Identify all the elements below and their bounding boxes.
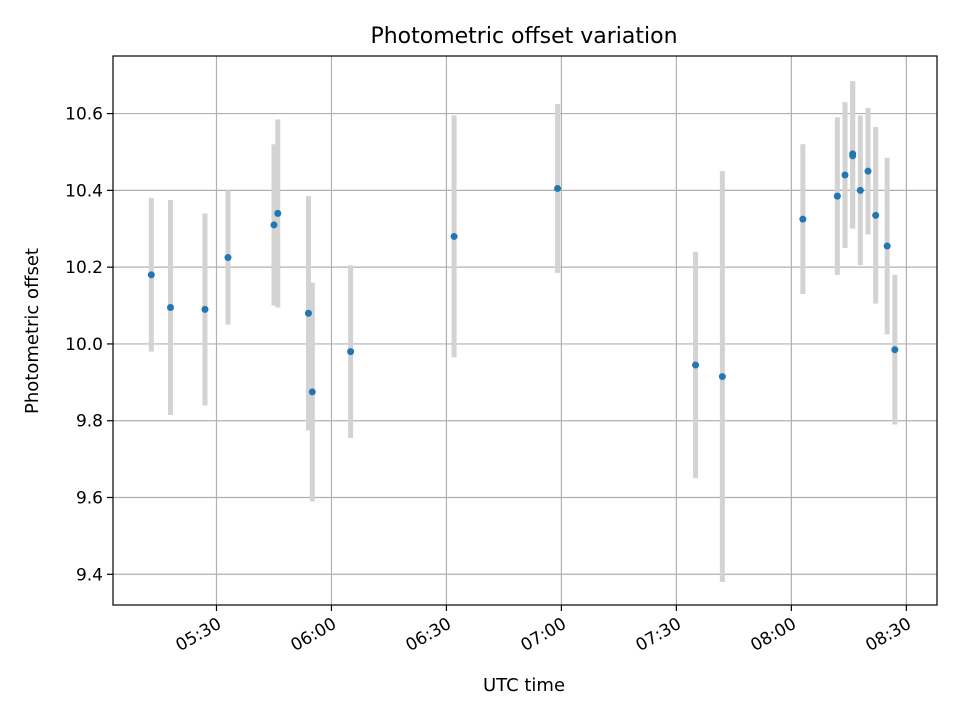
data-point (799, 215, 807, 223)
y-tick-label: 10.2 (65, 258, 103, 278)
x-axis-ticks: 05:30 06:00 06:30 07:00 07:30 08:00 08:30 (173, 605, 915, 656)
x-tick-label: 06:30 (402, 614, 454, 656)
data-point (864, 167, 872, 175)
x-tick-label: 07:00 (517, 614, 569, 656)
y-tick-label: 10.6 (65, 105, 103, 125)
data-point (147, 271, 155, 279)
data-point (554, 184, 562, 192)
x-axis-label: UTC time (483, 675, 565, 696)
data-point (872, 211, 880, 219)
x-tick-label: 08:30 (862, 614, 914, 656)
plot-frame (112, 55, 938, 606)
x-tick-label: 07:30 (632, 614, 684, 656)
data-point (692, 361, 700, 369)
chart-title: Photometric offset variation (370, 24, 677, 49)
x-tick-label: 06:00 (288, 614, 340, 656)
data-point (201, 305, 209, 313)
y-axis-ticks: 9.4 9.6 9.8 10.0 10.2 10.4 10.6 (65, 105, 113, 585)
data-point (849, 150, 857, 158)
data-point (718, 373, 726, 381)
data-point (841, 171, 849, 179)
data-point (833, 192, 841, 200)
data-point (450, 232, 458, 240)
grid (113, 56, 937, 605)
y-tick-label: 9.6 (76, 489, 103, 509)
data-point (856, 186, 864, 194)
data-point (304, 309, 312, 317)
data-point (308, 388, 316, 396)
y-tick-label: 9.4 (76, 565, 103, 585)
data-point (274, 209, 282, 217)
data-point (224, 254, 232, 262)
x-tick-label: 05:30 (173, 614, 225, 656)
y-tick-label: 9.8 (76, 412, 103, 432)
data-point (166, 303, 174, 311)
data-points (147, 150, 899, 396)
y-axis-label: Photometric offset (22, 248, 43, 414)
plot-background (113, 56, 937, 605)
x-tick-label: 08:00 (747, 614, 799, 656)
y-tick-label: 10.4 (65, 181, 103, 201)
data-point (891, 346, 899, 354)
data-point (347, 348, 355, 356)
data-point (270, 221, 278, 229)
y-tick-label: 10.0 (65, 335, 103, 355)
data-point (883, 242, 891, 250)
